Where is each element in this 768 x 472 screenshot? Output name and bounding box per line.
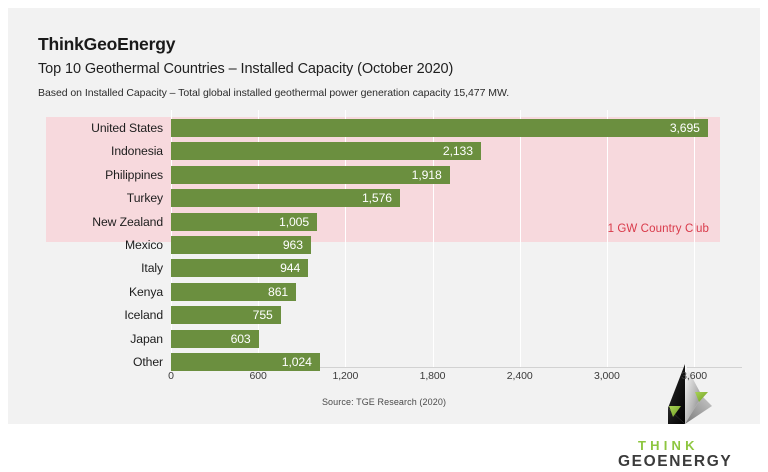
logo-word-think: THINK [638, 438, 699, 453]
x-axis-line [171, 367, 742, 368]
category-label: Turkey [126, 191, 163, 206]
bar-value-label: 3,695 [669, 121, 700, 135]
bar [171, 353, 320, 371]
bar-value-label: 1,576 [361, 191, 392, 206]
x-tick-label: 2,400 [506, 370, 533, 382]
chart-row: Other 1,024 [38, 351, 742, 374]
bar [171, 259, 309, 278]
chart-row: Iceland 755 [38, 304, 742, 327]
category-label: New Zealand [92, 214, 163, 229]
source-note: Source: TGE Research (2020) [321, 397, 447, 407]
bar-value-label: 963 [282, 238, 303, 252]
bar-value-label: 1,005 [279, 214, 310, 229]
bar [171, 189, 400, 208]
gridline [432, 110, 434, 367]
category-label: Other [133, 355, 163, 369]
bar [171, 236, 311, 254]
chart-row: United States 3,695 [38, 117, 742, 140]
bar-value-label: 944 [280, 261, 301, 276]
chart-row: Philippines 1,918 [38, 164, 742, 187]
chart-row: Mexico 963 [38, 234, 742, 257]
chart-subtitle: Based on Installed Capacity – Total glob… [38, 87, 510, 99]
bar [171, 329, 259, 348]
bar [171, 142, 481, 161]
chart-row: Turkey 1,576 [38, 187, 742, 210]
bar-value-label: 755 [252, 308, 273, 323]
chart-row: Kenya 861 [38, 281, 742, 304]
brand-title: ThinkGeoEnergy [38, 34, 176, 54]
bar-value-label: 861 [268, 284, 289, 299]
gridline [694, 110, 696, 367]
category-label: Italy [141, 261, 163, 276]
chart-row: New Zealand 1,005 [38, 211, 742, 234]
chart-row: Indonesia 2,133 [38, 140, 742, 163]
gridline [345, 110, 347, 367]
chart-row: Italy 944 [38, 257, 742, 280]
x-tick-label: 600 [249, 370, 267, 382]
gridline [606, 110, 608, 367]
x-axis-ticks: 0 600 1,200 1,800 2,400 3,000 3,600 [38, 370, 742, 388]
page-title: Top 10 Geothermal Countries – Installed … [38, 61, 454, 77]
category-label: Iceland [124, 308, 163, 323]
chart-header: ThinkGeoEnergy Top 10 Geothermal Countri… [38, 34, 738, 100]
bar [171, 165, 450, 184]
logo-mark-icon [668, 364, 712, 424]
category-label: United States [91, 121, 163, 135]
one-gw-country-club-label: 1 GW Country Club [607, 223, 709, 235]
bar-value-label: 1,024 [281, 355, 312, 369]
category-label: Kenya [128, 284, 163, 299]
category-label: Indonesia [111, 144, 163, 159]
bar [171, 119, 708, 137]
bar-value-label: 603 [230, 331, 251, 346]
bar-value-label: 2,133 [442, 144, 473, 159]
bar [171, 212, 318, 231]
chart-plot-area: 1 GW Country Club [38, 110, 742, 470]
gridline [519, 110, 521, 367]
x-tick-label: 0 [168, 370, 174, 382]
chart-bars: United States 3,695 Indonesia 2,133 Philippi… [38, 110, 742, 371]
chart-card: ThinkGeoEnergy Top 10 Geothermal Countri… [8, 8, 760, 470]
x-tick-label: 3,600 [681, 370, 707, 382]
category-label: Philippines [105, 167, 163, 182]
bar [171, 282, 297, 301]
chart-row: Japan 603 [38, 328, 742, 351]
logo-word-geoenergy: GEOENERGY [618, 453, 733, 470]
bar [171, 306, 281, 325]
category-label: Japan [130, 331, 163, 346]
category-label: Mexico [124, 238, 163, 252]
x-tick-label: 1,800 [419, 370, 446, 382]
x-tick-label: 3,000 [593, 370, 620, 382]
x-tick-label: 1,200 [332, 370, 359, 382]
bar-value-label: 1,918 [411, 167, 442, 182]
